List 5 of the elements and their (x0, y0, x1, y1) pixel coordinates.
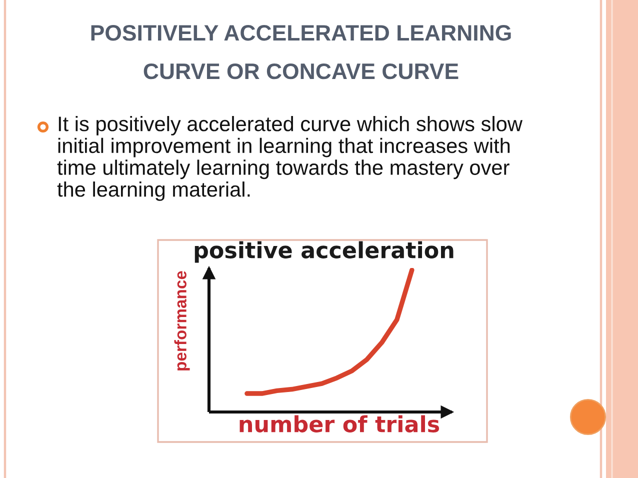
text: It is positively accelerated curve which shows slow initial improvement in learning that increases with time ultimately learning towards the mastery over the learning material. (57, 116, 523, 201)
chart-title: positive acceleration (194, 241, 454, 263)
x-axis-title: number of trials (240, 415, 440, 432)
text: POSITIVELY ACCELERATED LEARNING CURVE OR CONCAVE CURVE (91, 25, 511, 80)
y-axis-title: performance (174, 271, 190, 370)
